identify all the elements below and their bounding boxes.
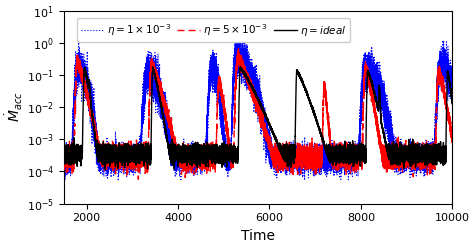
Line: $\eta = 1 \times 10^{-3}$: $\eta = 1 \times 10^{-3}$ — [64, 33, 452, 181]
$\eta = 1 \times 10^{-3}$ — [309, 154, 315, 157]
$\eta = ideal$ — [399, 150, 404, 153]
$\eta = ideal$ — [102, 168, 108, 171]
$\eta = 5 \times 10^{-3}$ — [410, 160, 415, 163]
$\eta = ideal$ — [449, 93, 455, 96]
$\eta = 5 \times 10^{-3}$ — [399, 146, 404, 149]
$\eta = 1 \times 10^{-3}$ — [449, 70, 455, 73]
$\eta = 5 \times 10^{-3}$ — [136, 178, 141, 181]
$\eta = 5 \times 10^{-3}$ — [309, 161, 315, 164]
Line: $\eta = ideal$: $\eta = ideal$ — [64, 67, 452, 170]
$\eta = 1 \times 10^{-3}$ — [410, 170, 415, 173]
X-axis label: Time: Time — [241, 229, 275, 243]
$\eta = 5 \times 10^{-3}$ — [236, 47, 241, 50]
$\eta = 1 \times 10^{-3}$ — [115, 179, 121, 182]
$\eta = 5 \times 10^{-3}$ — [61, 153, 66, 156]
$\eta = 1 \times 10^{-3}$ — [399, 160, 404, 163]
Line: $\eta = 5 \times 10^{-3}$: $\eta = 5 \times 10^{-3}$ — [64, 49, 452, 179]
$\eta = ideal$ — [61, 153, 66, 156]
$\eta = 5 \times 10^{-3}$ — [449, 142, 455, 144]
Legend: $\eta = 1 \times 10^{-3}$, $\eta = 5 \times 10^{-3}$, $\eta = ideal$: $\eta = 1 \times 10^{-3}$, $\eta = 5 \ti… — [77, 18, 350, 42]
$\eta = ideal$ — [150, 65, 155, 68]
$\eta = ideal$ — [410, 155, 415, 158]
$\eta = 5 \times 10^{-3}$ — [449, 134, 455, 137]
$\eta = ideal$ — [444, 82, 450, 85]
$\eta = ideal$ — [449, 103, 455, 105]
$\eta = 1 \times 10^{-3}$ — [61, 158, 66, 161]
Y-axis label: $\dot{M}_{acc}$: $\dot{M}_{acc}$ — [4, 92, 25, 123]
$\eta = 1 \times 10^{-3}$ — [444, 59, 450, 62]
$\eta = 1 \times 10^{-3}$ — [449, 81, 455, 84]
$\eta = 5 \times 10^{-3}$ — [236, 56, 241, 59]
$\eta = 1 \times 10^{-3}$ — [236, 64, 241, 67]
$\eta = ideal$ — [309, 105, 315, 108]
$\eta = 1 \times 10^{-3}$ — [237, 32, 243, 35]
$\eta = 5 \times 10^{-3}$ — [444, 104, 450, 107]
$\eta = ideal$ — [236, 133, 241, 136]
